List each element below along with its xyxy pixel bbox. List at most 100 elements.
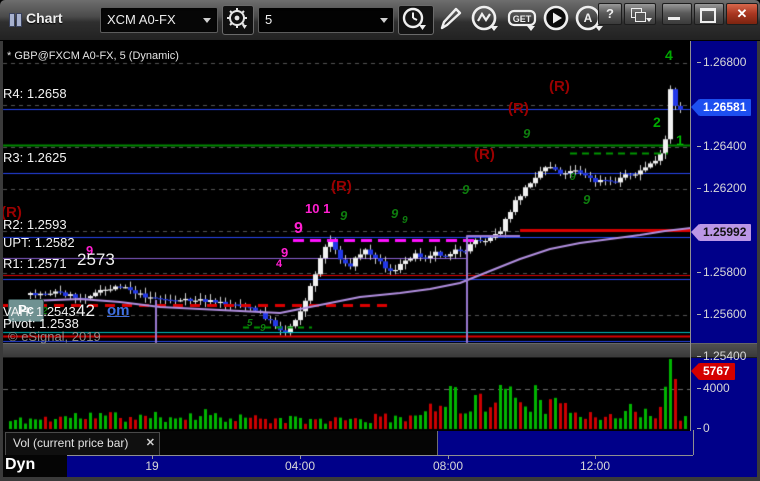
chart-annotation: 9 <box>462 182 470 197</box>
time-axis-tickmark <box>300 455 301 459</box>
study-label: Pivot: 1.2538 <box>3 316 79 331</box>
close-icon: ✕ <box>736 6 748 21</box>
window-border <box>757 38 760 481</box>
dyn-mode-label[interactable]: Dyn <box>5 456 36 473</box>
volume-axis-tick: 0 <box>697 421 710 435</box>
interval-input[interactable] <box>259 8 379 30</box>
chart-annotation: 4 <box>665 47 673 63</box>
time-axis-top-line <box>67 455 693 456</box>
time-axis-panel[interactable] <box>67 455 691 477</box>
maximize-button[interactable] <box>694 3 724 25</box>
studies-button[interactable] <box>470 5 502 33</box>
get-icon: GET <box>507 9 537 31</box>
pencil-icon <box>440 7 462 30</box>
maximize-icon <box>700 8 716 23</box>
study-label: 2573 <box>77 250 115 269</box>
time-axis-tick: 04:00 <box>284 459 316 473</box>
price-axis-tick: 1.26400 <box>697 139 746 153</box>
panel-splitter[interactable] <box>3 343 757 358</box>
help-icon: ? <box>606 6 614 21</box>
time-axis-tick: 08:00 <box>432 459 464 473</box>
time-interval-button[interactable] <box>398 5 434 35</box>
chart-annotation: 9 <box>583 192 591 207</box>
price-axis-tag: 1.25992 <box>691 224 752 241</box>
volume-axis-tag: 5767 <box>691 363 735 380</box>
tabstrip-axis-panel <box>437 431 691 455</box>
chart-annotation: 5 <box>247 318 253 329</box>
time-axis-tickmark <box>448 455 449 459</box>
chart-annotation: (R) <box>331 178 352 195</box>
price-axis-tick: 1.26200 <box>697 181 746 195</box>
chart-legend: * GBP@FXCM A0-FX, 5 (Dynamic) <box>7 50 179 62</box>
chart-window-icon <box>9 13 23 27</box>
tab-close-icon[interactable]: ✕ <box>145 437 155 449</box>
time-axis-tick: 19 <box>145 459 159 473</box>
chevron-down-icon <box>646 18 652 22</box>
pc-button[interactable]: Pc <box>8 299 44 322</box>
get-data-button[interactable]: GET <box>505 5 539 33</box>
window-title: Chart <box>26 10 63 26</box>
axis-separator-line <box>690 41 691 431</box>
chart-annotation: (R) <box>474 146 495 163</box>
study-label: R1: 1.2571 <box>3 256 67 271</box>
interval-field <box>258 7 394 33</box>
chart-annotation: (R) <box>1 204 22 221</box>
chart-annotation: 9 <box>402 215 408 226</box>
svg-text:A: A <box>584 11 593 25</box>
chart-annotation: 10 1 <box>305 201 331 216</box>
minimize-button[interactable] <box>662 3 692 25</box>
bottom-left-box: Dyn <box>3 455 67 477</box>
chart-annotation: 2 <box>653 114 661 130</box>
titlebar-toolbar: Chart XCM A0-FX <box>0 0 760 41</box>
minimize-icon <box>668 17 680 20</box>
symbol-dropdown[interactable]: XCM A0-FX <box>100 7 218 33</box>
price-axis-tick: 1.25600 <box>697 307 746 321</box>
price-axis-tick: 1.25800 <box>697 265 746 279</box>
window-border <box>0 477 760 481</box>
interval-dropdown-icon[interactable] <box>380 18 388 23</box>
chart-annotation: 9 <box>391 206 399 221</box>
play-icon <box>543 5 569 31</box>
time-axis-tickmark <box>152 455 153 459</box>
pin-window-button[interactable] <box>624 3 656 25</box>
chart-annotation: 9 <box>281 245 289 260</box>
clock-icon <box>402 7 426 30</box>
chart-annotation: 9 <box>260 323 266 334</box>
time-axis-tick: 12:00 <box>579 459 611 473</box>
chart-annotation: 4 <box>276 258 283 270</box>
tag-arrow <box>691 224 699 241</box>
watermark-text: © eSignal, 2019 <box>8 329 101 344</box>
study-label: R3: 1.2625 <box>3 150 67 165</box>
zigzag-study-icon <box>471 5 498 31</box>
svg-text:GET: GET <box>513 14 532 24</box>
chart-annotation: 9 <box>340 208 348 223</box>
price-axis-tag: 1.26581 <box>691 99 752 116</box>
symbol-settings-button[interactable] <box>222 5 254 35</box>
study-label[interactable]: om <box>107 302 130 319</box>
replay-button[interactable] <box>541 5 571 33</box>
help-button[interactable]: ? <box>598 3 622 25</box>
chart-annotation: 9 <box>570 172 576 183</box>
chevron-down-icon <box>203 18 211 23</box>
chart-annotation: 1 <box>676 132 684 148</box>
tab-strip: Vol (current price bar) ✕ <box>3 431 437 455</box>
chart-annotation: 2 <box>42 306 48 317</box>
chart-annotation: (R) <box>508 100 529 117</box>
price-axis-tick: 1.25400 <box>697 349 746 363</box>
chart-annotation: (R) <box>549 78 570 95</box>
gear-icon <box>227 8 247 29</box>
study-label: R2: 1.2593 <box>3 217 67 232</box>
chart-annotation: 9 <box>86 243 94 258</box>
chart-annotation: 9 <box>523 126 531 141</box>
volume-axis-tick: 4000 <box>697 381 730 395</box>
study-label: VAH: 1.2543 <box>3 304 76 319</box>
study-label: 42 <box>76 301 95 320</box>
draw-tools-button[interactable] <box>436 5 466 33</box>
close-button[interactable]: ✕ <box>726 3 758 25</box>
price-axis-tick: 1.26800 <box>697 55 746 69</box>
tab-volume-study[interactable]: Vol (current price bar) ✕ <box>5 432 160 455</box>
pin-window-icon <box>631 8 646 22</box>
tag-arrow <box>691 99 699 116</box>
